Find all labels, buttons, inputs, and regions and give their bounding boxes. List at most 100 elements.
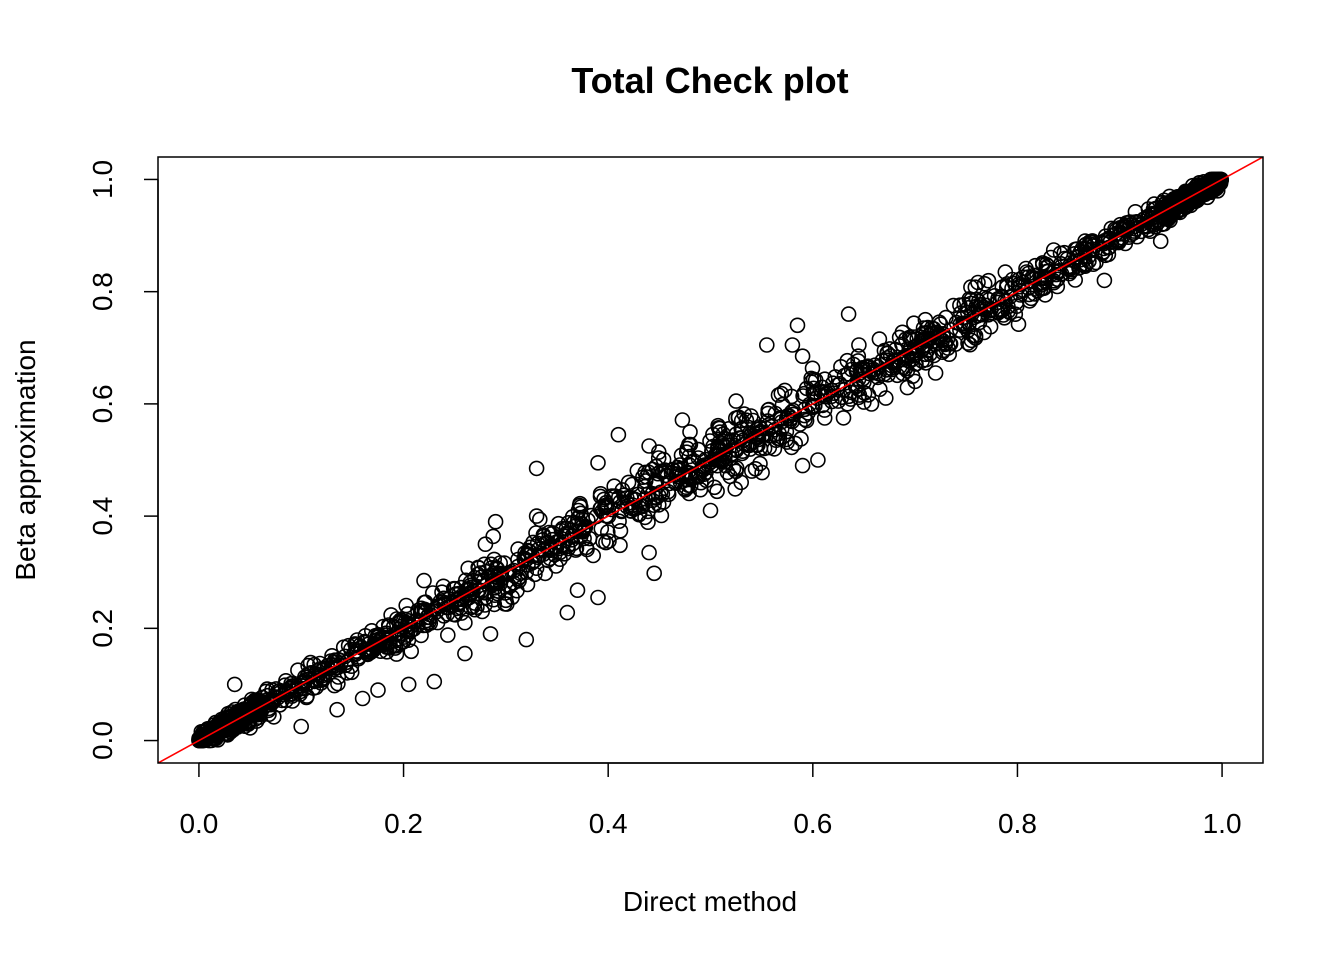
x-axis-label: Direct method [623,886,797,917]
scatter-point [457,614,473,631]
scatter-point [672,474,689,490]
scatter-point [429,614,446,631]
scatter-point [400,676,417,693]
scatter-point [330,675,346,692]
scatter-point [825,375,841,392]
scatter-point [426,673,443,690]
scatter-point [794,457,811,474]
scatter-point [734,443,751,460]
scatter-point [671,457,688,473]
scatter-point [486,576,503,592]
scatter-point [460,560,477,577]
scatter-point [851,337,867,353]
scatter-point [498,592,514,609]
scatter-point [482,626,499,642]
scatter-point [976,324,992,341]
scatter-point [997,264,1014,280]
x-axis: 0.0 0.2 0.4 0.6 0.8 1.0 [179,762,1242,839]
scatter-point [1094,234,1111,251]
scatter-point [1012,287,1029,303]
scatter-point [477,536,494,553]
scatter-point [994,279,1011,296]
scatter-point [733,420,750,437]
scatter-point [572,499,589,515]
scatter-point [1018,260,1034,277]
scatter-point [774,396,791,413]
scatter-point [416,572,432,589]
scatter-point [733,430,749,447]
scatter-point [416,594,433,611]
y-tick-label: 0.0 [87,721,118,760]
scatter-point [432,597,449,614]
scatter-point [871,381,888,398]
scatter-point [850,348,867,365]
scatter-point [637,464,654,481]
scatter-point [560,514,577,531]
scatter-point [760,405,776,422]
x-tick-label: 1.0 [1203,808,1242,839]
scatter-point [1209,176,1226,193]
scatter-point [601,533,617,549]
scatter-point [901,329,918,346]
scatter-point [644,461,661,478]
scatter-point [1152,233,1169,249]
scatter-point [641,544,657,561]
scatter-point [1027,257,1044,274]
scatter-point [850,353,866,369]
y-tick-label: 0.6 [87,384,118,423]
scatter-point [758,337,775,353]
scatter-point [773,385,790,402]
scatter-point [559,538,576,555]
x-tick-label: 0.8 [998,808,1037,839]
scatter-point [548,558,564,574]
scatter-point [576,530,592,547]
scatter-point [606,478,623,495]
scatter-point [396,629,412,645]
scatter-point [403,643,420,660]
scatter-point [522,539,538,556]
scatter-point [717,430,733,447]
scatter-point [678,479,694,496]
scatter-point [891,329,908,346]
scatter-point [682,424,698,440]
scatter-point [343,664,360,681]
scatter-point [674,412,691,428]
scatter-point [747,460,764,477]
scatter-point [1046,263,1062,280]
scatter-point [378,632,394,649]
scatter-point [610,426,627,443]
scatter-point [835,410,852,426]
scatter-point [1142,223,1159,239]
scatter-point [457,645,473,662]
scatter-point [398,597,415,614]
scatter-point [486,568,503,585]
scatter-point [531,511,548,528]
scatter-point [880,366,897,383]
scatter-point [752,455,768,472]
y-tick-label: 1.0 [87,160,118,199]
scatter-point [1102,234,1118,251]
scatter-point [370,682,386,698]
scatter-point [646,497,662,514]
scatter-point [1008,298,1025,315]
scatter-point [329,701,345,718]
y-axis: 0.0 0.2 0.4 0.6 0.8 1.0 [87,160,159,760]
scatter-point [806,397,823,414]
scatter-point [702,502,719,519]
scatter-point [598,494,614,511]
scatter-point [641,438,657,454]
scatter-point [856,394,872,410]
scatter-point [592,485,609,502]
x-tick-label: 0.6 [793,808,832,839]
scatter-point [660,483,676,500]
scatter-point [569,582,586,599]
scatter-point [250,698,267,715]
scatter-point [629,462,646,479]
scatter-point [843,384,859,401]
scatter-point [1061,265,1078,282]
scatter-point [518,631,535,648]
scatter-point [876,342,893,359]
scatter-point [967,330,984,346]
scatter-point [863,396,880,412]
